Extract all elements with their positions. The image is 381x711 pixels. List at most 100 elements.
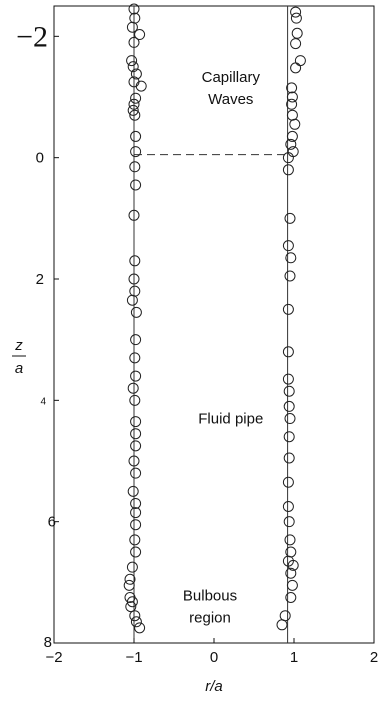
annotation-text: Waves <box>208 91 253 108</box>
y-tick-label: 2 <box>36 271 44 288</box>
data-point <box>128 98 140 110</box>
x-tick-label: −2 <box>45 649 62 666</box>
data-point <box>282 373 294 385</box>
data-point <box>290 62 302 74</box>
annotation-text: Bulbous <box>183 588 237 605</box>
data-point <box>282 152 294 164</box>
data-point <box>128 455 140 467</box>
data-point <box>284 212 296 224</box>
annotations: Capillary Waves Fluid pipe Bulbous region <box>183 69 263 627</box>
data-point <box>127 104 139 116</box>
data-point <box>279 610 291 622</box>
data-point <box>123 579 135 591</box>
data-point <box>286 109 298 121</box>
data-point <box>290 38 302 50</box>
data-point <box>286 130 298 142</box>
data-point <box>130 467 142 479</box>
data-point <box>128 209 140 221</box>
data-point <box>126 294 138 306</box>
data-point <box>130 519 142 531</box>
annotation-text: Fluid pipe <box>198 411 263 428</box>
data-point <box>285 592 297 603</box>
data-point <box>127 485 139 497</box>
data-point <box>130 497 142 509</box>
reference-lines <box>133 6 289 643</box>
data-point <box>125 601 137 613</box>
data-point <box>126 21 138 33</box>
data-point <box>282 346 294 358</box>
data-point <box>284 413 296 425</box>
data-point <box>130 306 142 318</box>
data-point <box>283 431 295 443</box>
data-point <box>128 273 140 285</box>
data-point <box>130 130 142 142</box>
data-point <box>284 534 296 546</box>
data-point <box>290 12 302 24</box>
y-tick-label: 0 <box>36 150 44 167</box>
x-axis-label: r/a <box>205 678 223 695</box>
x-tick-label: 2 <box>370 649 378 666</box>
data-point <box>282 476 294 488</box>
data-point <box>129 534 141 546</box>
data-point <box>287 559 299 571</box>
data-point <box>134 29 146 41</box>
data-point <box>129 610 141 622</box>
data-point <box>126 561 138 573</box>
data-point <box>283 516 295 528</box>
data-points <box>123 3 306 634</box>
data-point <box>129 285 141 297</box>
x-tick-label: 0 <box>210 649 218 666</box>
data-point <box>285 138 297 150</box>
data-point <box>130 616 142 628</box>
data-point <box>134 622 146 634</box>
data-point <box>286 98 298 110</box>
data-point <box>129 109 141 121</box>
data-point <box>285 567 297 579</box>
x-tick-label: −1 <box>125 649 142 666</box>
y-tick-label: 8 <box>44 634 52 651</box>
data-point <box>128 3 140 15</box>
data-point <box>130 428 142 440</box>
data-point <box>130 370 142 382</box>
data-point <box>283 400 295 412</box>
data-point <box>276 619 288 631</box>
data-point <box>286 579 298 591</box>
data-point <box>130 334 142 346</box>
y-axis: −2 0 2 4 6 8 <box>16 20 59 651</box>
data-point <box>127 382 139 394</box>
x-axis: −2 −1 0 1 2 <box>45 638 378 666</box>
data-point <box>128 36 140 48</box>
data-point <box>129 394 141 406</box>
data-point <box>129 12 141 24</box>
data-point <box>126 596 138 608</box>
x-tick-label: 1 <box>290 649 298 666</box>
data-point <box>129 352 141 364</box>
data-point <box>285 252 297 264</box>
data-point <box>282 303 294 315</box>
y-axis-label-numerator: z <box>14 337 23 354</box>
data-point <box>126 55 138 67</box>
data-point <box>129 255 141 267</box>
annotation-text: Capillary <box>202 69 261 86</box>
data-point <box>130 507 142 519</box>
data-point <box>129 161 141 173</box>
data-point <box>291 27 303 39</box>
data-point <box>286 82 298 94</box>
annotation-text: region <box>189 610 231 627</box>
data-point <box>130 146 142 158</box>
data-point <box>130 92 142 104</box>
data-point <box>282 240 294 252</box>
data-point <box>130 68 142 80</box>
data-point <box>282 164 294 176</box>
data-point <box>282 501 294 512</box>
data-point <box>130 179 142 191</box>
data-point <box>283 385 295 397</box>
data-point <box>124 573 136 585</box>
data-point <box>135 80 147 92</box>
y-axis-label: z a <box>12 337 26 377</box>
y-axis-label-denominator: a <box>15 360 23 377</box>
data-point <box>290 6 302 18</box>
y-tick-label: 4 <box>40 396 46 407</box>
y-tick-label: 6 <box>48 514 56 531</box>
